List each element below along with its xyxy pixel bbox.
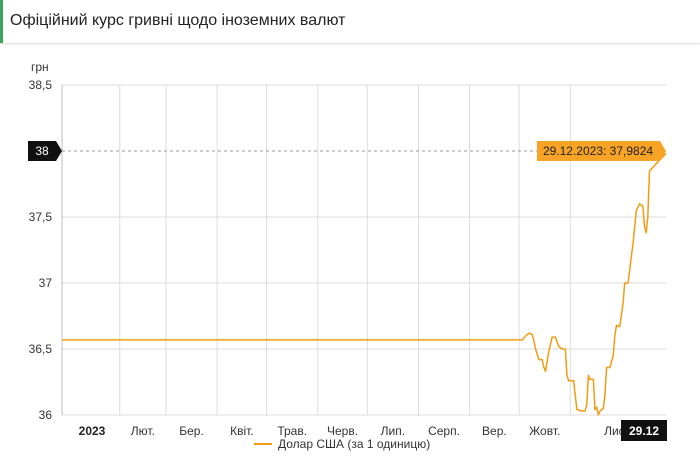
y-tick-label: 37,5 (29, 210, 53, 224)
y-tick-label: 37 (39, 276, 53, 290)
legend-label[interactable]: Долар США (за 1 одиницю) (278, 437, 430, 451)
y-axis-label: грн (31, 60, 49, 74)
reference-badge-label: 38 (35, 144, 49, 158)
chart-title: Офіційний курс гривні щодо іноземних вал… (10, 12, 346, 29)
value-tooltip-label: 29.12.2023: 37,9824 (543, 144, 653, 158)
chart-area: 36 36,5 37 37,5 38,5 грн 38 2023 Лют. Бер. Квіт. Тр… (0, 44, 700, 471)
header-accent-bar (0, 0, 3, 43)
x-tick-label: Вер. (482, 424, 507, 438)
x-tick-label: 2023 (79, 424, 106, 438)
x-tick-label: Квіт. (230, 424, 254, 438)
x-tick-label: Бер. (179, 424, 204, 438)
x-tick-label: Черв. (327, 424, 358, 438)
x-tick-label: Лют. (131, 424, 155, 438)
x-tick-label: Серп. (428, 424, 460, 438)
x-axis-end-badge (621, 420, 667, 441)
y-tick-label: 38,5 (29, 78, 53, 92)
y-tick-label: 36 (39, 408, 53, 422)
x-tick-label: Жовт. (529, 424, 560, 438)
x-tick-label: Трав. (277, 424, 307, 438)
reference-badge (28, 141, 62, 161)
x-tick-label: 29.12 (629, 424, 659, 438)
x-tick-label: Лип. (381, 424, 405, 438)
chart-header: Офіційний курс гривні щодо іноземних вал… (0, 0, 700, 44)
line-chart: 36 36,5 37 37,5 38,5 грн 38 2023 Лют. Бер. Квіт. Тр… (28, 60, 667, 451)
y-tick-label: 36,5 (29, 342, 53, 356)
value-tooltip (537, 141, 666, 161)
series-line-usd (62, 152, 667, 416)
